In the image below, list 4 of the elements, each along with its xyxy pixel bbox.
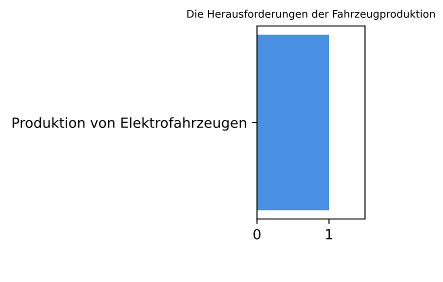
chart-title: Die Herausforderungen der Fahrzeugproduktion [187,10,435,20]
x-tick-label: 1 [326,229,332,240]
y-tick-label: Produktion von Elektrofahrzeugen [12,117,246,131]
x-tick-label: 0 [253,228,260,240]
